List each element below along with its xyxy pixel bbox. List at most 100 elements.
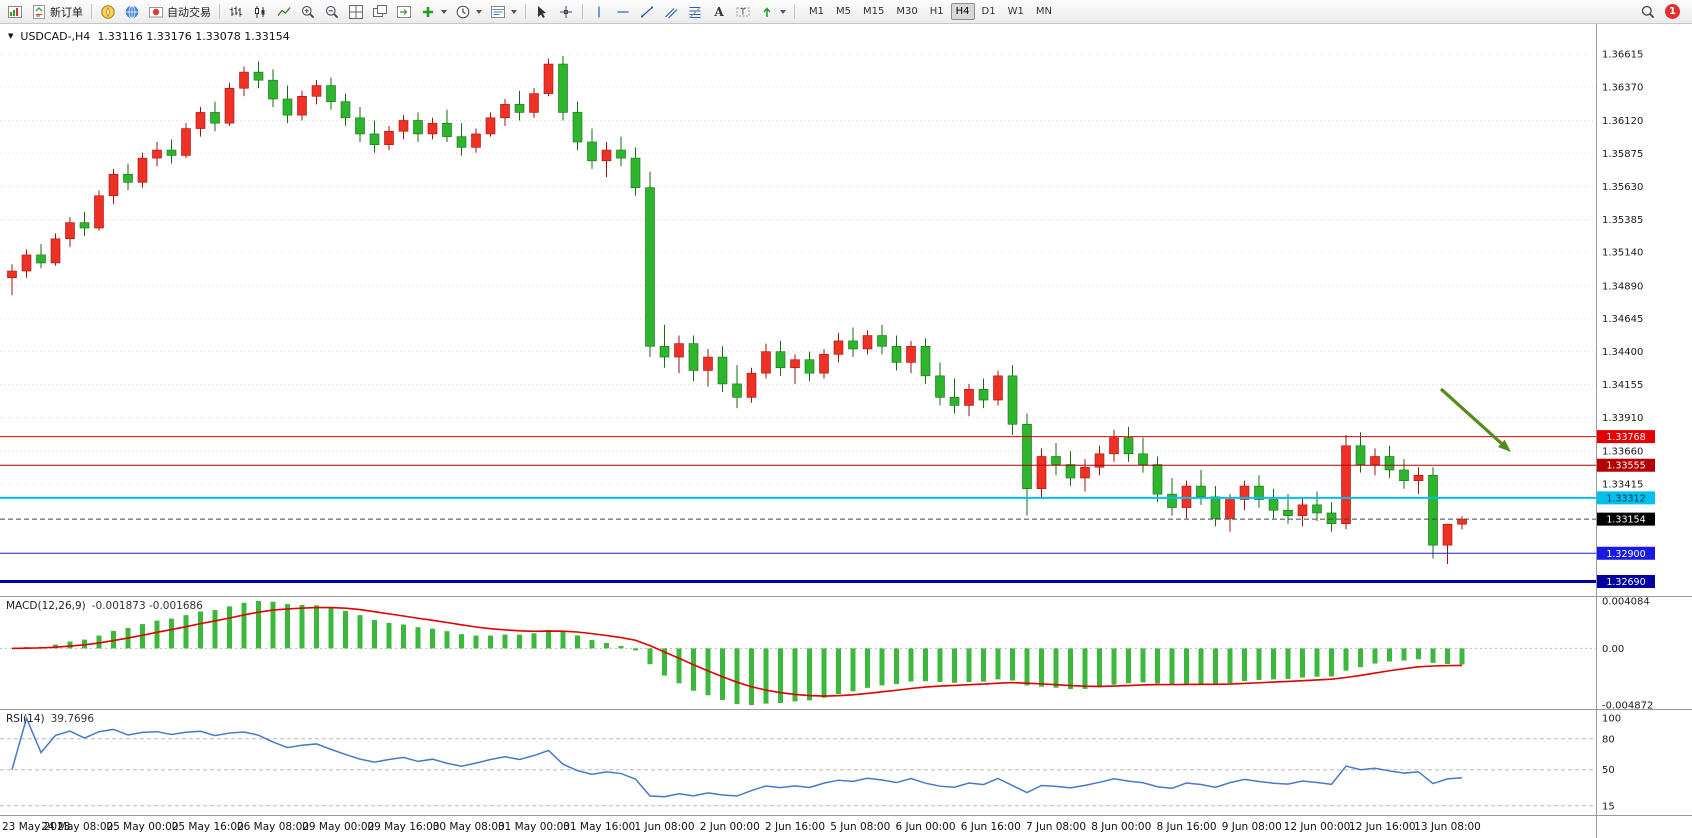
main-toolbar: 新订单 自动交易 [0, 0, 1692, 24]
notification-badge[interactable]: 1 [1665, 4, 1680, 19]
price-axis[interactable]: 1.36615 1.36370 1.36120 1.35875 1.35630 1.353… [1602, 49, 1643, 490]
arrows-tool-button[interactable] [756, 2, 789, 22]
svg-text:1.33660: 1.33660 [1602, 447, 1643, 458]
zoom-out-icon [326, 5, 339, 18]
auto-trading-button[interactable]: 自动交易 [145, 2, 214, 22]
chevron-down-icon [441, 9, 447, 14]
toolbar-separator [219, 4, 220, 19]
price-tags: 1.33768 1.33555 1.33312 1.32900 1.32690 1.331… [1597, 430, 1655, 588]
arrow-shape-icon [763, 6, 771, 17]
periods-button[interactable] [452, 2, 485, 22]
cursor-icon [538, 5, 546, 18]
add-indicator-icon [423, 6, 433, 17]
tf-button-m1[interactable]: M1 [809, 6, 824, 17]
indicator-axes[interactable]: 0.004084 0.00 -0.004872 100 80 50 15 [1602, 597, 1653, 813]
panel-dividers[interactable] [0, 596, 1692, 816]
community-button[interactable] [121, 2, 143, 22]
trendline-tool-button[interactable] [636, 2, 658, 22]
tile-windows-button[interactable] [345, 2, 367, 22]
svg-text:1.33415: 1.33415 [1602, 480, 1643, 491]
bar-chart-type-button[interactable] [225, 2, 247, 22]
new-chart-icon [8, 5, 22, 18]
svg-text:26 May 08:00: 26 May 08:00 [237, 821, 309, 833]
mql5-compass-button[interactable] [97, 2, 119, 22]
compass-icon [101, 4, 115, 19]
chart-ohlc-values: 1.33116 1.33176 1.33078 1.33154 [97, 30, 290, 43]
rsi-indicator-label: RSI(14) 39.7696 [6, 713, 94, 725]
rsi-value: 39.7696 [50, 713, 95, 725]
svg-text:12 Jun 16:00: 12 Jun 16:00 [1349, 821, 1416, 833]
svg-text:1.33910: 1.33910 [1602, 413, 1643, 424]
tf-button-mn[interactable]: MN [1035, 6, 1052, 17]
candles-layer[interactable] [7, 55, 1467, 565]
chart-shift-icon [397, 5, 411, 18]
crosshair-icon [560, 5, 572, 18]
line-chart-type-button[interactable] [273, 2, 295, 22]
svg-text:15: 15 [1602, 801, 1615, 812]
indicators-button[interactable] [417, 2, 450, 22]
svg-text:25 May 16:00: 25 May 16:00 [172, 821, 244, 833]
svg-text:8 Jun 00:00: 8 Jun 00:00 [1091, 821, 1151, 833]
templates-button[interactable] [487, 2, 520, 22]
zoom-out-button[interactable] [321, 2, 343, 22]
candlestick-icon [255, 5, 265, 18]
one-click-trading-toggle-icon[interactable]: ▼ [8, 32, 14, 40]
trend-arrow-annotation[interactable] [1439, 387, 1511, 452]
tf-button-m30[interactable]: M30 [896, 6, 918, 17]
svg-text:1.34890: 1.34890 [1602, 281, 1643, 292]
text-tool-button[interactable]: A [708, 2, 730, 22]
crosshair-button[interactable] [555, 2, 577, 22]
timeframe-toolbar: M1 M5 M15 M30 H1 H4 D1 W1 MN [804, 3, 1057, 20]
chevron-down-icon [476, 9, 482, 14]
svg-text:1.35875: 1.35875 [1602, 149, 1643, 160]
svg-text:1.32900: 1.32900 [1606, 549, 1645, 560]
cascade-windows-icon [373, 4, 387, 17]
fibonacci-icon [689, 6, 701, 18]
horizontal-lines-layer[interactable] [0, 436, 1596, 583]
text-label-tool-button[interactable]: T [732, 2, 754, 22]
tf-button-m5[interactable]: M5 [836, 6, 851, 17]
tile-windows-icon [349, 4, 363, 19]
fibonacci-tool-button[interactable] [684, 2, 706, 22]
vertical-line-tool-button[interactable] [588, 2, 610, 22]
channel-icon [665, 7, 678, 18]
new-order-button[interactable]: 新订单 [28, 2, 86, 22]
toolbar-separator [582, 4, 583, 19]
trendline-icon [641, 6, 653, 17]
cascade-windows-button[interactable] [369, 2, 391, 22]
svg-text:0.00: 0.00 [1602, 644, 1624, 655]
svg-text:1.35140: 1.35140 [1602, 248, 1643, 259]
candlestick-chart-type-button[interactable] [249, 2, 271, 22]
chart-shift-button[interactable] [393, 2, 415, 22]
tf-button-w1[interactable]: W1 [1007, 6, 1024, 17]
tf-button-d1[interactable]: D1 [981, 6, 996, 17]
macd-signal-line [11, 606, 1463, 697]
horizontal-line-tool-button[interactable] [612, 2, 634, 22]
svg-text:8 Jun 16:00: 8 Jun 16:00 [1156, 821, 1216, 833]
zoom-in-icon [302, 5, 315, 18]
svg-text:80: 80 [1602, 734, 1615, 745]
svg-text:1.34155: 1.34155 [1602, 380, 1643, 391]
channel-tool-button[interactable] [660, 2, 682, 22]
tf-button-m15[interactable]: M15 [863, 6, 885, 17]
svg-text:24 May 08:00: 24 May 08:00 [41, 821, 113, 833]
auto-trading-icon [149, 6, 163, 17]
chart-canvas[interactable]: 1.36615 1.36370 1.36120 1.35875 1.35630 1.353… [0, 24, 1692, 838]
search-button[interactable] [1637, 2, 1659, 22]
svg-text:1 Jun 08:00: 1 Jun 08:00 [634, 821, 694, 833]
svg-text:31 May 16:00: 31 May 16:00 [563, 821, 635, 833]
zoom-in-button[interactable] [297, 2, 319, 22]
horizontal-line-icon [617, 10, 629, 13]
svg-text:13 Jun 08:00: 13 Jun 08:00 [1414, 821, 1481, 833]
auto-trading-label: 自动交易 [167, 5, 211, 19]
tf-button-h1[interactable]: H1 [929, 6, 944, 17]
line-chart-icon [277, 6, 291, 16]
svg-text:12 Jun 00:00: 12 Jun 00:00 [1284, 821, 1351, 833]
new-chart-button[interactable] [4, 2, 26, 22]
svg-text:29 May 00:00: 29 May 00:00 [302, 821, 374, 833]
cursor-button[interactable] [531, 2, 553, 22]
svg-text:6 Jun 16:00: 6 Jun 16:00 [961, 821, 1021, 833]
svg-text:T: T [740, 7, 746, 16]
tf-button-h4[interactable]: H4 [950, 3, 975, 20]
